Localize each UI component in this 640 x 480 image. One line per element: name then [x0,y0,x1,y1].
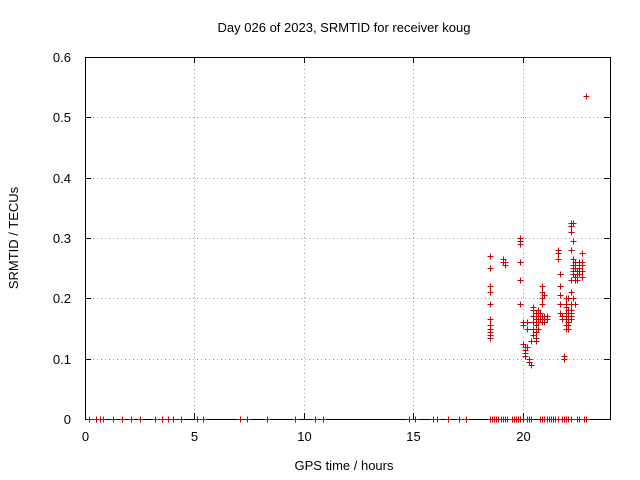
data-point [579,274,586,281]
data-point [568,289,575,296]
data-point [541,292,548,299]
y-tick-label: 0.4 [53,171,71,186]
data-point [520,322,527,329]
data-point [445,416,452,423]
data-point [570,220,577,227]
data-point [557,292,564,299]
data-point [487,289,494,296]
data-point [568,416,575,423]
data-point [487,253,494,260]
data-point [583,93,590,100]
data-point [544,316,551,323]
data-point [568,316,575,323]
x-tick-label: 5 [191,429,198,444]
data-point [568,229,575,236]
y-tick-label: 0.6 [53,50,71,65]
data-point [583,416,590,423]
y-tick-label: 0 [64,412,71,427]
data-point [264,416,271,423]
data-point [463,416,470,423]
data-point [572,301,579,308]
data-point [524,319,531,326]
data-point [579,250,586,257]
data-point [528,416,535,423]
data-point [530,332,537,339]
data-point [487,283,494,290]
axes: 0 5 10 15 20 0 0.1 0.2 0.3 0.4 0.5 0.6 [53,50,611,444]
data-point [320,416,327,423]
data-point [528,362,535,369]
x-axis-label: GPS time / hours [295,458,394,473]
data-point [576,271,583,278]
data-point [110,416,117,423]
y-axis-label: SRMTID / TECUs [6,186,21,289]
data-point [128,416,135,423]
data-point [570,238,577,245]
data-point [100,416,107,423]
y-tick-label: 0.2 [53,291,71,306]
y-tick-label: 0.1 [53,352,71,367]
data-point [535,326,542,333]
data-points [86,93,590,423]
data-point [539,283,546,290]
data-point [412,416,419,423]
data-point [502,262,509,269]
data-point [517,301,524,308]
data-point [434,416,441,423]
data-point [568,247,575,254]
data-point [533,338,540,345]
data-point [555,250,562,257]
data-point [487,335,494,342]
data-point [522,353,529,360]
data-point [292,416,299,423]
data-point [576,265,583,272]
data-point [517,277,524,284]
chart-title: Day 026 of 2023, SRMTID for receiver kou… [218,20,471,35]
y-tick-label: 0.3 [53,231,71,246]
data-point [524,344,531,351]
data-point [178,416,185,423]
data-point [406,416,413,423]
data-point [137,416,144,423]
data-point [159,416,166,423]
data-point [194,416,201,423]
data-point [539,301,546,308]
data-point [200,416,207,423]
data-point [579,262,586,269]
data-point [312,416,319,423]
y-tick-label: 0.5 [53,110,71,125]
data-point [561,356,568,363]
data-point [487,316,494,323]
x-tick-label: 0 [82,429,89,444]
data-point [574,277,581,284]
x-tick-label: 10 [297,429,311,444]
data-point [524,326,531,333]
data-point [557,283,564,290]
data-point [487,301,494,308]
data-point [541,319,548,326]
data-point [244,416,251,423]
data-point [456,416,463,423]
data-point [86,416,93,423]
x-tick-label: 15 [406,429,420,444]
data-point [237,416,244,423]
data-point [119,416,126,423]
data-point [565,326,572,333]
data-point [517,241,524,248]
data-point [557,301,564,308]
data-point [170,416,177,423]
data-point [557,271,564,278]
data-point [487,265,494,272]
data-point [517,259,524,266]
data-point [570,295,577,302]
data-point [152,416,159,423]
data-point [579,268,586,275]
data-point [555,256,562,263]
x-tick-label: 20 [516,429,530,444]
